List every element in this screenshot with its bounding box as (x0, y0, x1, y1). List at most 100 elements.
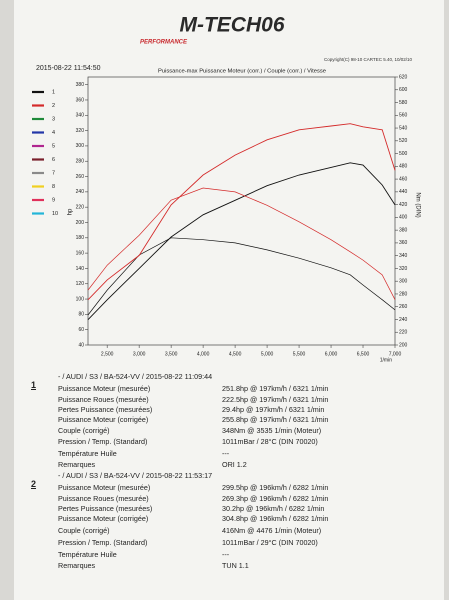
row-label: Puissance Moteur (corrigée) (58, 415, 149, 424)
y-tick-label: 80 (78, 312, 84, 318)
row-value: 348Nm @ 3535 1/min (Moteur) (222, 426, 322, 435)
y2-tick-label: 460 (399, 176, 408, 182)
y2-tick-label: 240 (399, 317, 408, 323)
run-number: 2 (31, 479, 37, 489)
legend-label: 9 (52, 197, 55, 203)
row-label: Couple (corrigé) (58, 526, 110, 535)
x-tick-label: 2,500 (101, 351, 114, 357)
x-tick-label: 3,500 (165, 351, 178, 357)
x-tick-label: 3,000 (133, 351, 146, 357)
row-value: 269.3hp @ 196km/h / 6282 1/min (222, 494, 329, 503)
row-label: Couple (corrigé) (58, 426, 110, 435)
y2-tick-label: 600 (399, 87, 408, 93)
y-tick-label: 280 (76, 159, 85, 165)
row-value: 222.5hp @ 197km/h / 6321 1/min (222, 395, 329, 404)
y2-tick-label: 560 (399, 113, 408, 119)
y-tick-label: 260 (76, 174, 85, 180)
y2-tick-label: 260 (399, 304, 408, 310)
power-line (87, 123, 396, 301)
row-value: 255.8hp @ 197km/h / 6321 1/min (222, 415, 329, 424)
y2-tick-label: 220 (399, 330, 408, 336)
row-label: Pression / Temp. (Standard) (58, 538, 148, 547)
row-label: Remarques (58, 561, 96, 570)
y2-tick-label: 200 (399, 342, 408, 348)
y2-tick-label: 580 (399, 100, 408, 106)
y-tick-label: 120 (76, 281, 85, 287)
row-value: TUN 1.1 (222, 561, 249, 570)
row-label: Pertes Puissance (mesurées) (58, 405, 153, 414)
y-tick-label: 340 (76, 113, 85, 119)
row-value: 1011mBar / 28°C (DIN 70020) (222, 437, 318, 446)
y2-tick-label: 500 (399, 151, 408, 157)
x-tick-label: 4,000 (197, 351, 210, 357)
row-label: Température Huile (58, 550, 117, 559)
y-tick-label: 220 (76, 204, 85, 210)
x-tick-label: 5,000 (261, 351, 274, 357)
y2-tick-label: 480 (399, 164, 408, 170)
y-tick-label: 180 (76, 235, 85, 241)
chart-title: Puissance-max Puissance Moteur (corr.) /… (158, 69, 326, 75)
row-label: Température Huile (58, 449, 117, 458)
y-tick-label: 200 (76, 220, 85, 226)
y-tick-label: 160 (76, 250, 85, 256)
legend-label: 2 (52, 103, 55, 109)
y2-axis-label: Nm (DIN) (414, 192, 420, 217)
legend-label: 4 (52, 130, 55, 136)
legend-label: 8 (52, 184, 55, 190)
row-label: Puissance Roues (mesurée) (58, 494, 149, 503)
run-number: 1 (31, 380, 37, 390)
y2-tick-label: 360 (399, 240, 408, 246)
row-value: 251.8hp @ 197km/h / 6321 1/min (222, 384, 329, 393)
y2-tick-label: 320 (399, 266, 408, 272)
y-tick-label: 380 (76, 82, 85, 88)
y-tick-label: 240 (76, 189, 85, 195)
row-value: 1011mBar / 29°C (DIN 70020) (222, 538, 318, 547)
x-tick-label: 4,500 (229, 351, 242, 357)
y2-tick-label: 520 (399, 138, 408, 144)
logo-sub: PERFORMANCE (140, 40, 188, 46)
power-line (87, 162, 396, 321)
x-tick-label: 7,000 (389, 351, 402, 357)
y-tick-label: 40 (78, 342, 84, 348)
y2-tick-label: 620 (399, 74, 408, 80)
torque-line (87, 187, 396, 300)
row-value: 304.8hp @ 196km/h / 6282 1/min (222, 514, 329, 523)
row-value: 29.4hp @ 197km/h / 6321 1/min (222, 405, 325, 414)
datetime: 2015-08-22 11:54:50 (36, 65, 101, 72)
legend-label: 10 (52, 211, 58, 217)
legend-label: 5 (52, 143, 55, 149)
y-tick-label: 60 (78, 327, 84, 333)
y2-tick-label: 400 (399, 215, 408, 221)
row-value: --- (222, 550, 230, 559)
legend-label: 3 (52, 116, 55, 122)
y-tick-label: 360 (76, 97, 85, 103)
y-tick-label: 320 (76, 128, 85, 134)
row-label: Pertes Puissance (mesurées) (58, 504, 153, 513)
y-axis-label: hp (68, 208, 74, 215)
y-tick-label: 100 (76, 296, 85, 302)
y2-tick-label: 420 (399, 202, 408, 208)
x-axis-label: 1/min (380, 357, 392, 363)
row-value: 30.2hp @ 196km/h / 6282 1/min (222, 504, 325, 513)
row-value: 299.5hp @ 196km/h / 6282 1/min (222, 483, 329, 492)
copyright: Copyright(C) 98-10 CARTEC 5.40, 10/02/10 (324, 57, 412, 62)
legend-label: 1 (52, 89, 55, 95)
row-label: Puissance Moteur (mesurée) (58, 384, 151, 393)
torque-line (87, 237, 396, 316)
y-tick-label: 300 (76, 143, 85, 149)
x-tick-label: 5,500 (293, 351, 306, 357)
row-value: ORI 1.2 (222, 460, 247, 469)
x-tick-label: 6,000 (325, 351, 338, 357)
row-value: --- (222, 449, 230, 458)
legend-label: 6 (52, 157, 55, 163)
y-tick-label: 140 (76, 266, 85, 272)
row-label: Pression / Temp. (Standard) (58, 437, 148, 446)
y2-tick-label: 340 (399, 253, 408, 259)
y2-tick-label: 380 (399, 227, 408, 233)
row-label: Puissance Roues (mesurée) (58, 395, 149, 404)
run-title: - / AUDI / S3 / BA-524-VV / 2015-08-22 1… (58, 372, 213, 381)
row-label: Puissance Moteur (corrigée) (58, 514, 149, 523)
plot-frame (87, 76, 396, 346)
row-value: 416Nm @ 4476 1/min (Moteur) (222, 526, 322, 535)
